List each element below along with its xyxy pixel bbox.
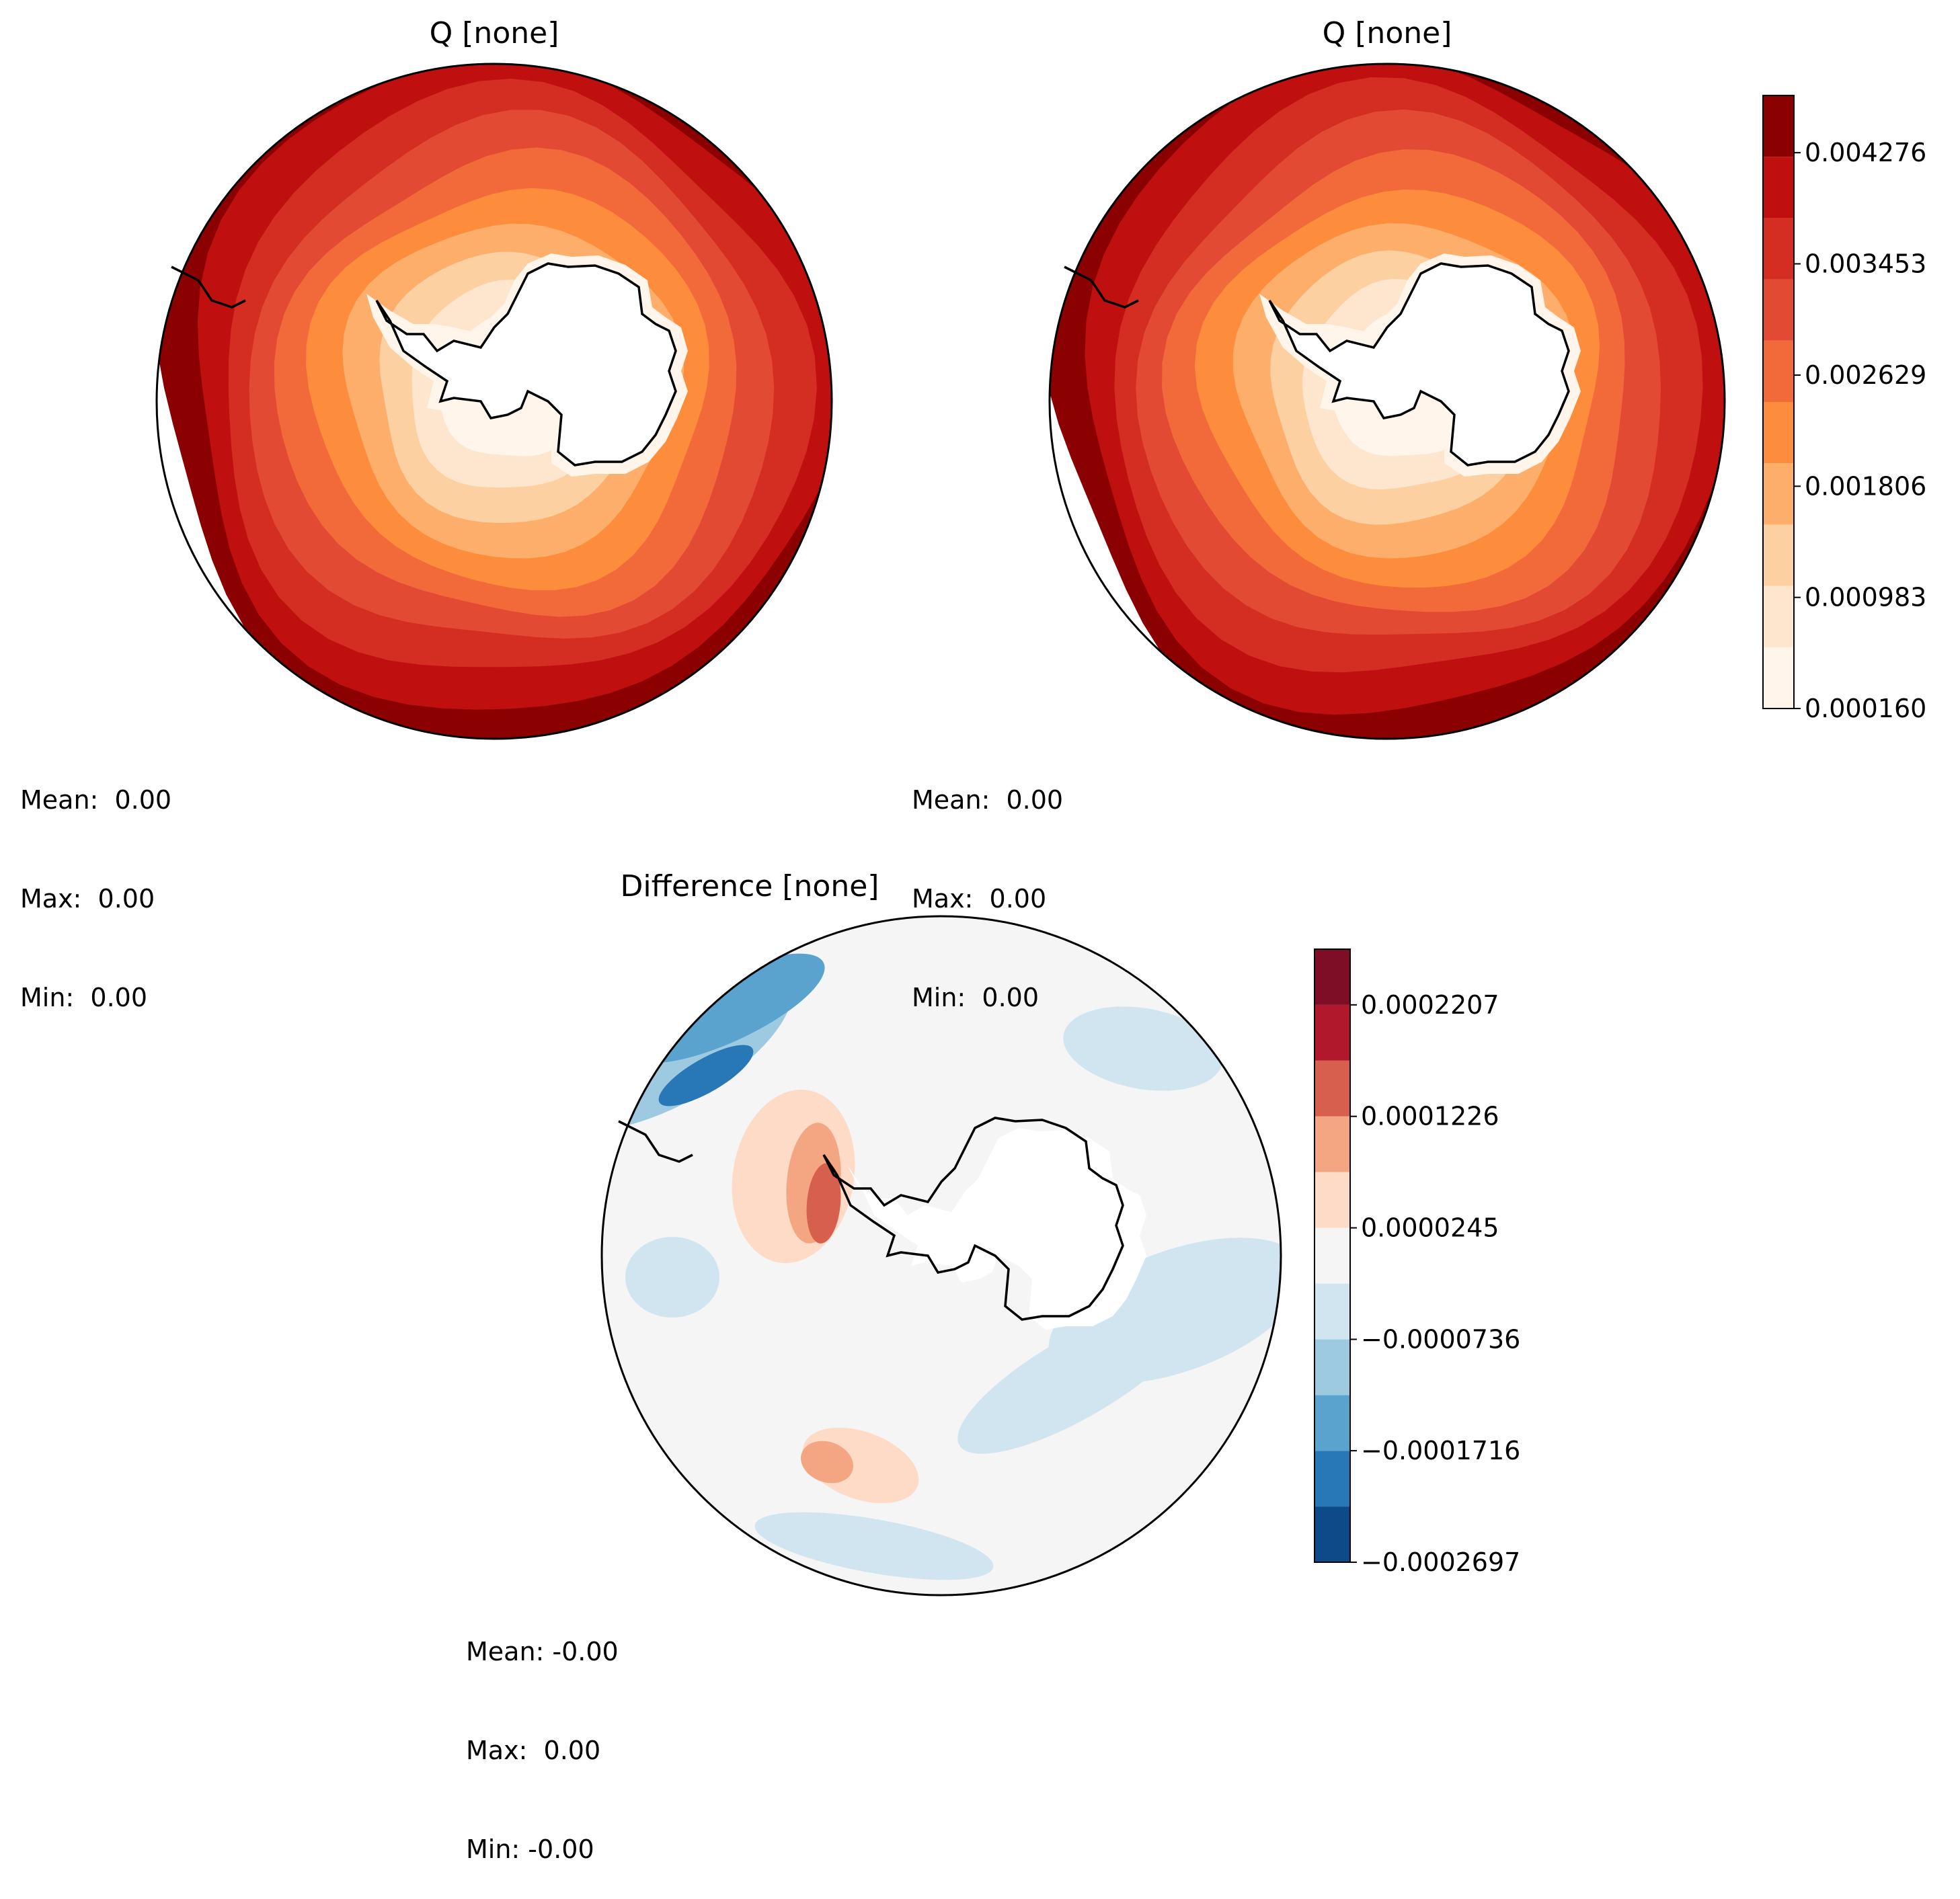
antarctica-coastline-3 [618,1117,1124,1321]
figure: Q [none] Q [none] 0.004276 0.003453 0.0026… [155,16,1926,1597]
colorbar-tick-label: 0.000983 [1805,583,1926,612]
colorbar-tick-label: 0.0002207 [1361,990,1499,1020]
stat-max-1: Max: 0.00 [20,884,155,914]
colorbar-swatch-7 [1315,1172,1350,1228]
antarctica-land [847,1128,1146,1330]
anomaly-blob-12 [625,1237,719,1318]
colorbar-swatch-10 [1315,1004,1350,1061]
panel-2-title: Q [none] [1323,16,1452,50]
colorbar-q: 0.004276 0.003453 0.002629 0.001806 0.000983… [1762,95,1926,723]
anomaly-blob-11 [957,1302,1194,1454]
colorbar-swatch-5 [1763,402,1794,464]
colorbar-swatch-4 [1763,463,1794,525]
stat-max-2: Max: 0.00 [912,884,1047,914]
stats-panel-2: Mean: 0.00 Max: 0.00 Min: 0.00 [912,718,1063,1047]
stat-mean-3: Mean: -0.00 [466,1637,619,1666]
colorbar-swatch-2 [1763,585,1794,647]
colorbar-swatch-7 [1763,279,1794,341]
colorbar-tick-label: 0.000160 [1805,694,1926,723]
stat-max-3: Max: 0.00 [466,1736,601,1765]
colorbar-swatch-6 [1763,340,1794,403]
colorbar-difference: 0.0002207 0.0001226 0.0000245 −0.0000736 −0.… [1314,948,1520,1577]
colorbar-frame [1314,948,1351,1563]
stat-min-1: Min: 0.00 [20,983,147,1012]
map-boundary-1 [155,63,833,740]
stat-min-2: Min: 0.00 [912,983,1039,1012]
map-panel-difference: Difference [none] [600,869,1282,1597]
map-boundary-3 [600,915,1282,1597]
map-panel-1: Q [none] [155,16,833,740]
antarctica-coastline-1 [171,262,677,467]
antarctica-land [377,264,676,465]
q-field-bands-1 [157,64,832,739]
colorbar-swatch-6 [1315,1227,1350,1284]
anomaly-blob-3 [658,1045,754,1106]
antarctica-coast [822,1117,1124,1321]
south-america-coast [618,1120,693,1163]
map-panel-2: Q [none] [1048,16,1726,740]
colorbar-frame [1762,95,1795,709]
panel-1-title: Q [none] [430,16,559,50]
difference-field [602,916,1281,1595]
map-boundary-2 [1048,63,1726,740]
colorbar-tick-label: 0.0000245 [1361,1213,1499,1243]
anomaly-blob-10 [801,1441,853,1484]
colorbar-swatch-3 [1315,1395,1350,1451]
colorbar-tick-label: 0.0001226 [1361,1102,1499,1131]
colorbar-tick-label: 0.004276 [1805,138,1926,167]
colorbar-tick-label: −0.0002697 [1361,1547,1520,1577]
colorbar-tick-label: 0.002629 [1805,360,1926,390]
colorbar-swatch-9 [1315,1060,1350,1117]
colorbar-swatch-10 [1763,95,1794,157]
anomaly-blob-13 [754,1512,994,1580]
stat-mean-1: Mean: 0.00 [20,785,172,815]
stat-mean-2: Mean: 0.00 [912,785,1064,815]
colorbar-swatch-4 [1315,1339,1350,1396]
colorbar-swatch-11 [1315,949,1350,1005]
stat-min-3: Min: -0.00 [466,1834,594,1864]
antarctica-coast [1268,262,1570,467]
colorbar-swatch-8 [1315,1116,1350,1172]
antarctica-coast [375,262,677,467]
antarctica-coastline-2 [1064,262,1570,467]
colorbar-swatch-1 [1315,1506,1350,1563]
south-america-coast [171,266,246,309]
colorbar-tick-label: −0.0001716 [1361,1436,1520,1465]
anomaly-blob-4 [1063,1006,1223,1091]
difference-title: Difference [none] [621,869,879,903]
colorbar-tick-label: 0.001806 [1805,471,1926,501]
antarctica-land [1269,264,1569,465]
q-field-bands-2 [1050,64,1725,739]
colorbar-swatch-3 [1763,524,1794,586]
stats-panel-1: Mean: 0.00 Max: 0.00 Min: 0.00 [20,718,171,1047]
stats-panel-difference: Mean: -0.00 Max: 0.00 Min: -0.00 [466,1570,619,1899]
south-america-coast [1064,266,1139,309]
colorbar-swatch-5 [1315,1283,1350,1340]
colorbar-tick-label: 0.003453 [1805,249,1926,278]
colorbar-swatch-2 [1315,1451,1350,1507]
colorbar-swatch-1 [1763,647,1794,709]
colorbar-tick-label: −0.0000736 [1361,1324,1520,1354]
colorbar-swatch-9 [1763,157,1794,218]
anomaly-blob-8 [806,1163,841,1244]
colorbar-swatch-8 [1763,218,1794,280]
